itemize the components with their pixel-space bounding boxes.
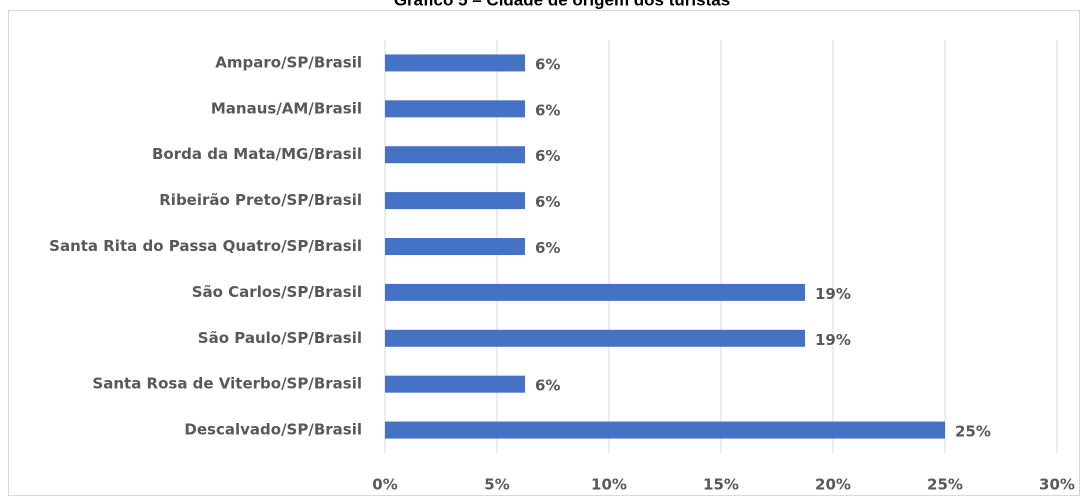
bar [385, 146, 525, 164]
x-tick-label: 20% [815, 476, 851, 494]
y-tick-label: Borda da Mata/MG/Brasil [152, 145, 362, 163]
y-tick-label: São Paulo/SP/Brasil [198, 329, 362, 347]
bar [385, 238, 525, 255]
y-tick-label: Ribeirão Preto/SP/Brasil [159, 191, 362, 209]
bar [385, 192, 525, 210]
data-label: 19% [815, 331, 851, 349]
y-tick-label: Manaus/AM/Brasil [211, 99, 362, 117]
data-label: 6% [535, 55, 560, 73]
x-tick-label: 0% [372, 476, 397, 494]
data-label: 6% [535, 101, 560, 119]
x-tick-label: 30% [1039, 476, 1075, 494]
y-tick-label: Santa Rosa de Viterbo/SP/Brasil [92, 375, 362, 393]
bar [385, 421, 945, 439]
data-label: 6% [535, 193, 560, 211]
x-tick-label: 15% [703, 476, 739, 494]
y-tick-label: Santa Rita do Passa Quatro/SP/Brasil [49, 237, 362, 255]
data-label: 25% [955, 423, 991, 441]
bar [385, 100, 525, 118]
y-tick-label: Descalvado/SP/Brasil [184, 421, 362, 439]
bar [385, 54, 525, 72]
data-label: 19% [815, 285, 851, 303]
bar [385, 283, 805, 301]
y-tick-label: São Carlos/SP/Brasil [192, 283, 362, 301]
data-label: 6% [535, 239, 560, 257]
data-label: 6% [535, 377, 560, 395]
x-tick-label: 25% [927, 476, 963, 494]
data-label: 6% [535, 147, 560, 165]
x-tick-label: 10% [591, 476, 627, 494]
bar [385, 375, 525, 393]
bar [385, 329, 805, 347]
chart-frame [8, 10, 1080, 496]
chart-title: Gráfico 5 – Cidade de origem dos turista… [394, 0, 730, 9]
y-tick-label: Amparo/SP/Brasil [215, 53, 362, 71]
x-tick-label: 5% [484, 476, 509, 494]
